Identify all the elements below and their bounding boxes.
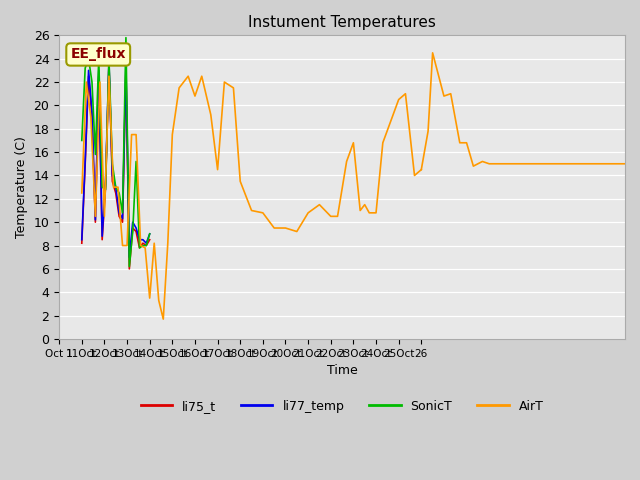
Title: Instument Temperatures: Instument Temperatures — [248, 15, 436, 30]
Y-axis label: Temperature (C): Temperature (C) — [15, 136, 28, 238]
Legend: li75_t, li77_temp, SonicT, AirT: li75_t, li77_temp, SonicT, AirT — [136, 395, 548, 418]
X-axis label: Time: Time — [326, 364, 358, 377]
Text: EE_flux: EE_flux — [70, 48, 126, 61]
